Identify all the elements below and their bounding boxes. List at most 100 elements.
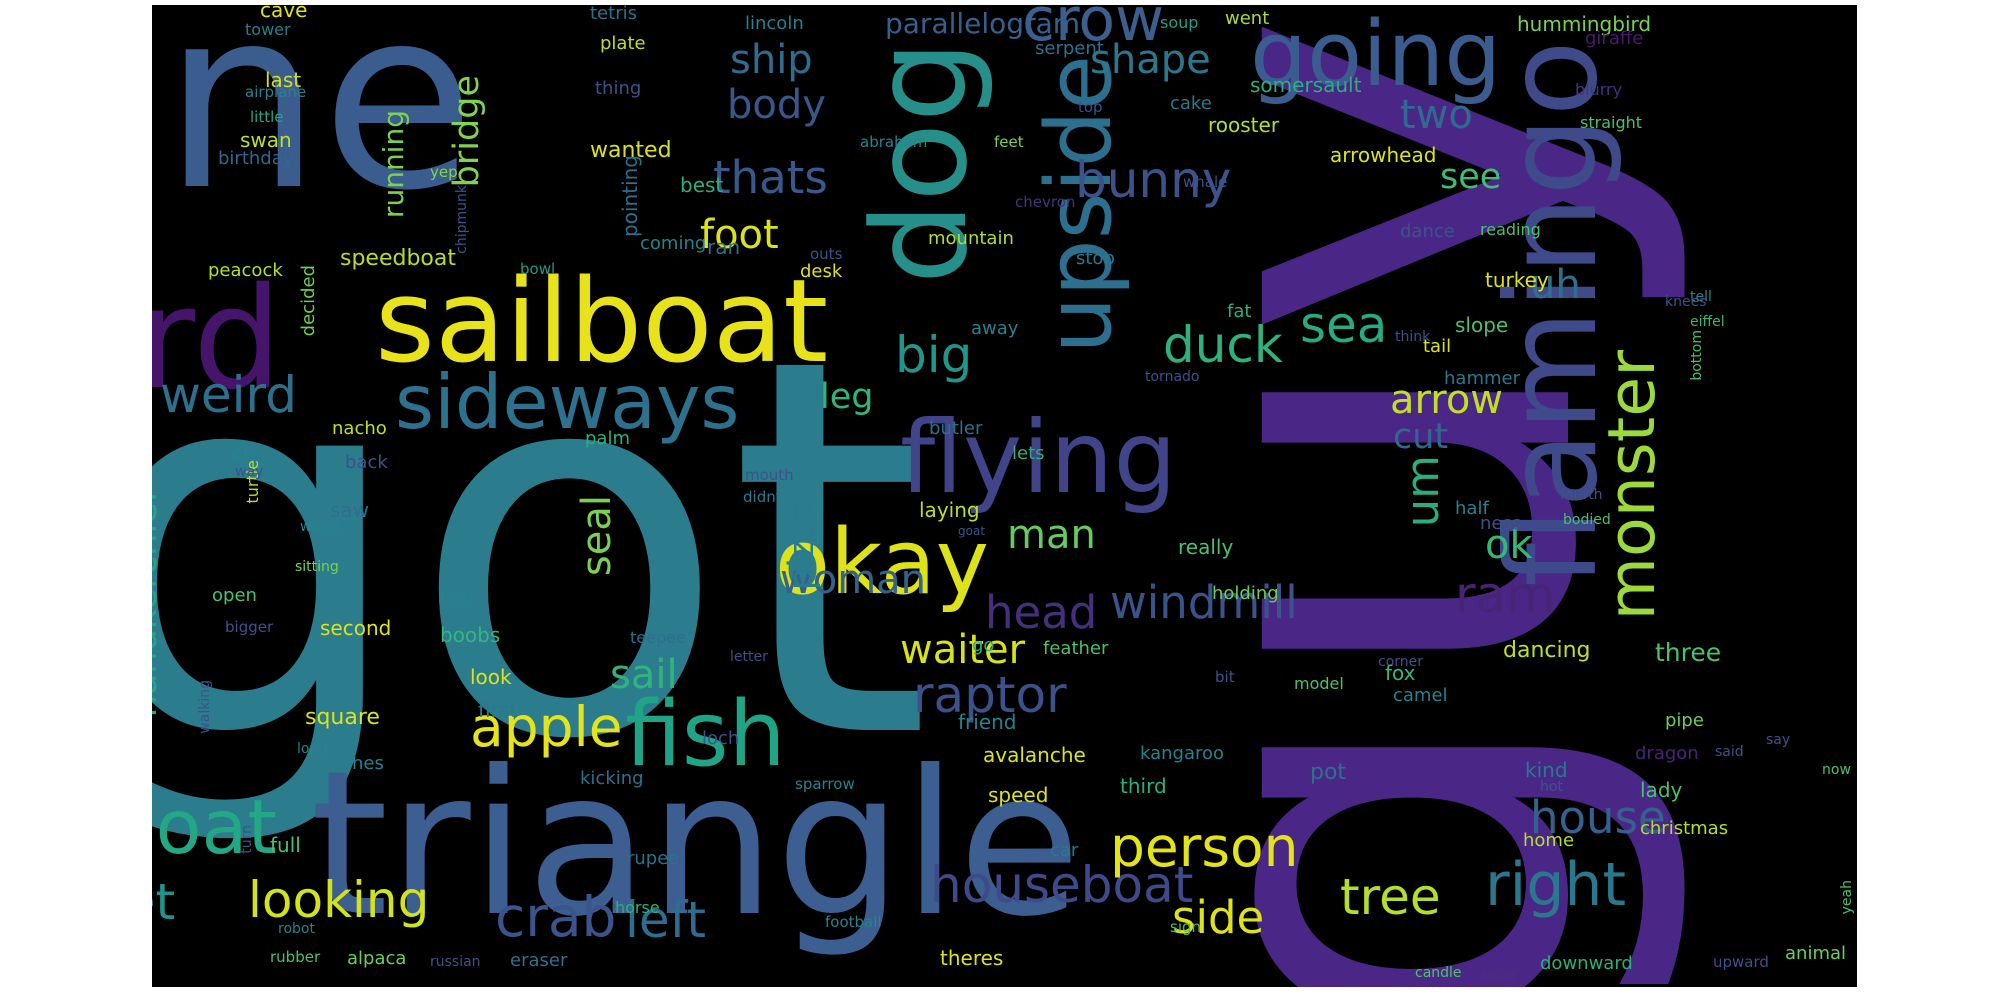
word-bigger: bigger bbox=[225, 618, 274, 636]
word-butler: butler bbox=[929, 418, 983, 439]
word-windmill: windmill bbox=[1110, 576, 1298, 629]
word-houseboat: houseboat bbox=[930, 856, 1194, 914]
word-knees: knees bbox=[1665, 294, 1707, 310]
word-camel: camel bbox=[1393, 685, 1448, 706]
word-somersault: somersault bbox=[1250, 73, 1362, 97]
word-uh: uh bbox=[1530, 262, 1581, 308]
word-arrow: arrow bbox=[1390, 377, 1504, 423]
word-kicking: kicking bbox=[580, 768, 644, 789]
word-sparrow: sparrow bbox=[795, 775, 855, 793]
word-bottom: bottom bbox=[1689, 330, 1705, 381]
word-dance: dance bbox=[1400, 221, 1455, 242]
word-sitting: sitting bbox=[295, 559, 339, 575]
word-square: square bbox=[305, 705, 380, 730]
word-bowl: bowl bbox=[520, 260, 556, 278]
word-pizza: pizza bbox=[782, 500, 822, 591]
word-parallelogram: parallelogram bbox=[885, 7, 1081, 40]
word-hummingbird: hummingbird bbox=[1517, 12, 1652, 36]
word-reading: reading bbox=[1480, 220, 1541, 239]
word-long: long bbox=[297, 741, 328, 757]
word-boobs: boobs bbox=[440, 623, 501, 647]
word-walking: walking bbox=[197, 680, 213, 734]
word-loch: loch bbox=[702, 728, 740, 749]
word-sailboat: sailboat bbox=[375, 255, 829, 389]
word-turn: turn bbox=[239, 825, 255, 854]
word-weird: weird bbox=[160, 366, 297, 424]
word-straight: straight bbox=[1580, 113, 1643, 132]
word-plate: plate bbox=[600, 33, 646, 54]
word-rubber: rubber bbox=[270, 948, 321, 966]
word-cut: cut bbox=[1393, 417, 1449, 457]
word-slope: slope bbox=[1455, 313, 1509, 337]
word-candle: candle bbox=[1415, 965, 1462, 981]
word-pot: pot bbox=[1310, 760, 1347, 785]
word-running: running bbox=[377, 110, 410, 219]
word-fox: fox bbox=[1385, 661, 1416, 685]
word-lady: lady bbox=[1640, 778, 1683, 802]
word-um: um bbox=[1396, 455, 1449, 528]
word-outs: outs bbox=[810, 245, 843, 263]
word-look: look bbox=[470, 665, 512, 689]
word-teepee: teepee bbox=[630, 628, 686, 647]
word-raptor: raptor bbox=[913, 666, 1067, 724]
word-tree: tree bbox=[1340, 868, 1441, 926]
word-fat: fat bbox=[1227, 301, 1252, 322]
word-bit: bit bbox=[1215, 668, 1235, 686]
word-think: think bbox=[1395, 329, 1431, 345]
word-hot: hot bbox=[1540, 779, 1563, 795]
word-decided: decided bbox=[298, 265, 319, 337]
word-crab: crab bbox=[495, 885, 617, 949]
word-horse: horse bbox=[615, 898, 660, 917]
word-kind: kind bbox=[1525, 758, 1568, 782]
word-stop: stop bbox=[1076, 248, 1115, 269]
word-sea: sea bbox=[1300, 296, 1388, 354]
word-oh: oh bbox=[232, 443, 255, 464]
word-right: right bbox=[1485, 850, 1626, 920]
word-bird: bird bbox=[152, 258, 282, 421]
word-lincoln: lincoln bbox=[745, 13, 804, 34]
word-model: model bbox=[1294, 674, 1344, 693]
word-person: person bbox=[1110, 815, 1299, 879]
word-laying: laying bbox=[919, 498, 980, 522]
word-russian: russian bbox=[430, 954, 481, 970]
word-side: side bbox=[1172, 891, 1265, 944]
word-tornado: tornado bbox=[1145, 369, 1200, 385]
word-ok: ok bbox=[1485, 522, 1533, 568]
word-bodied: bodied bbox=[1563, 512, 1611, 528]
word-tail: tail bbox=[1423, 336, 1452, 357]
word-first: first bbox=[478, 698, 518, 722]
word-head: head bbox=[985, 586, 1098, 639]
word-desk: desk bbox=[800, 261, 843, 282]
word-fourth: fourth bbox=[1560, 487, 1603, 503]
word-wanted: wanted bbox=[590, 138, 672, 163]
word-whale: whale bbox=[1183, 173, 1228, 191]
word-three: three bbox=[1655, 638, 1722, 667]
word-alpaca: alpaca bbox=[347, 948, 407, 969]
word-best: best bbox=[680, 173, 724, 197]
word-handkerchief: handkerchief bbox=[152, 490, 165, 718]
word-little: little bbox=[250, 108, 284, 126]
word-salsa: salsa bbox=[1480, 967, 1516, 983]
word-saw: saw bbox=[330, 498, 370, 522]
word-eraser: eraser bbox=[510, 950, 568, 971]
word-tetris: tetris bbox=[590, 5, 637, 24]
word-pipe: pipe bbox=[1665, 710, 1704, 731]
word-top: top bbox=[1078, 98, 1103, 116]
word-rooster: rooster bbox=[1208, 113, 1280, 137]
word-theres: theres bbox=[940, 946, 1004, 970]
word-sign: sign bbox=[1170, 918, 1202, 936]
word-yeah: yeah bbox=[1839, 880, 1855, 915]
word-coming: coming bbox=[640, 233, 707, 254]
word-avalanche: avalanche bbox=[983, 743, 1086, 767]
word-last: last bbox=[265, 68, 302, 92]
word-waiter: waiter bbox=[900, 627, 1026, 673]
word-corner: corner bbox=[1378, 654, 1424, 670]
word-apple: apple bbox=[470, 695, 623, 759]
word-lets: lets bbox=[1012, 443, 1045, 464]
word-house: house bbox=[1530, 791, 1666, 844]
word-downward: downward bbox=[1540, 953, 1633, 974]
word-cake: cake bbox=[1170, 93, 1212, 114]
word-sail: sail bbox=[610, 652, 678, 698]
word-body: body bbox=[727, 82, 826, 128]
word-left: left bbox=[625, 891, 706, 949]
